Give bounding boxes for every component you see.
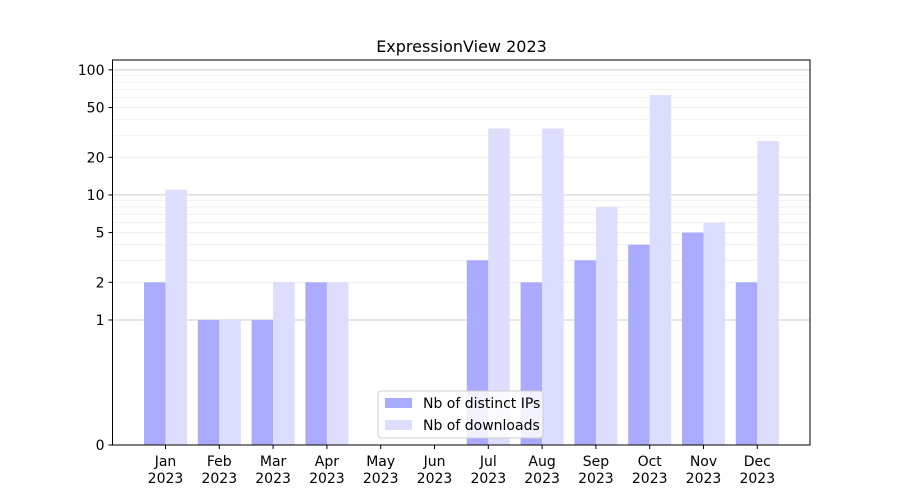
bar-distinct-ips <box>682 232 704 445</box>
y-tick-label: 0 <box>96 438 105 454</box>
plot-frame <box>112 59 811 446</box>
bar-distinct-ips <box>735 282 758 445</box>
legend-box <box>377 390 544 439</box>
x-tick-label-month: Sep <box>583 454 610 470</box>
x-tick-label-month: Feb <box>207 454 232 470</box>
bar-downloads <box>488 128 510 445</box>
x-tick-label-year: 2023 <box>632 471 668 487</box>
bar-distinct-ips <box>574 260 596 445</box>
legend: Nb of distinct IPs Nb of downloads <box>377 390 544 439</box>
bar-downloads <box>757 140 779 445</box>
x-tick-label-month: Jan <box>154 454 177 470</box>
x-tick-label-year: 2023 <box>309 471 345 487</box>
bar-distinct-ips <box>144 282 166 445</box>
x-tick-label-year: 2023 <box>363 471 399 487</box>
legend-swatch-ips <box>385 398 412 408</box>
bar-downloads <box>649 94 672 446</box>
x-tick-label-month: Mar <box>260 454 287 470</box>
bar-downloads <box>542 128 564 445</box>
y-tick-label: 1 <box>96 313 105 329</box>
bar-downloads <box>219 319 241 445</box>
y-tick-label: 10 <box>87 188 105 204</box>
y-tick-label: 50 <box>87 101 105 117</box>
bar-downloads <box>595 207 618 445</box>
x-tick-label-year: 2023 <box>739 471 775 487</box>
x-tick-label-year: 2023 <box>201 471 237 487</box>
x-tick-label-month: Aug <box>528 454 555 470</box>
bar-downloads <box>165 189 187 445</box>
bar-downloads <box>273 282 295 445</box>
bar-downloads <box>703 222 725 445</box>
legend-label-downloads: Nb of downloads <box>423 418 540 434</box>
bar-distinct-ips <box>251 319 274 445</box>
x-tick-label-year: 2023 <box>417 471 453 487</box>
axis-layer: 0125102050100Jan2023Feb2023Mar2023Apr202… <box>78 63 775 487</box>
x-tick-label-month: Jun <box>423 454 446 470</box>
y-tick-label: 2 <box>96 275 105 291</box>
chart-title: ExpressionView 2023 <box>376 37 547 56</box>
x-tick-label-year: 2023 <box>470 471 506 487</box>
y-tick-label: 20 <box>87 150 105 166</box>
legend-label-ips: Nb of distinct IPs <box>423 396 540 412</box>
bar-downloads <box>326 282 349 445</box>
x-tick-label-month: Oct <box>638 454 663 470</box>
x-tick-label-year: 2023 <box>148 471 184 487</box>
x-tick-label-year: 2023 <box>255 471 291 487</box>
y-tick-label: 100 <box>78 63 105 79</box>
legend-swatch-downloads <box>385 420 412 430</box>
x-tick-label-month: Jul <box>479 454 497 470</box>
bar-distinct-ips <box>305 282 327 445</box>
x-tick-label-year: 2023 <box>686 471 722 487</box>
x-tick-label-month: Apr <box>315 454 339 470</box>
x-tick-label-month: Nov <box>690 454 717 470</box>
x-tick-label-month: Dec <box>744 454 771 470</box>
bar-distinct-ips <box>628 244 650 445</box>
y-tick-label: 5 <box>96 226 105 242</box>
bar-distinct-ips <box>197 319 220 445</box>
x-tick-label-year: 2023 <box>524 471 560 487</box>
x-tick-label-month: May <box>366 454 395 470</box>
x-tick-label-year: 2023 <box>578 471 614 487</box>
